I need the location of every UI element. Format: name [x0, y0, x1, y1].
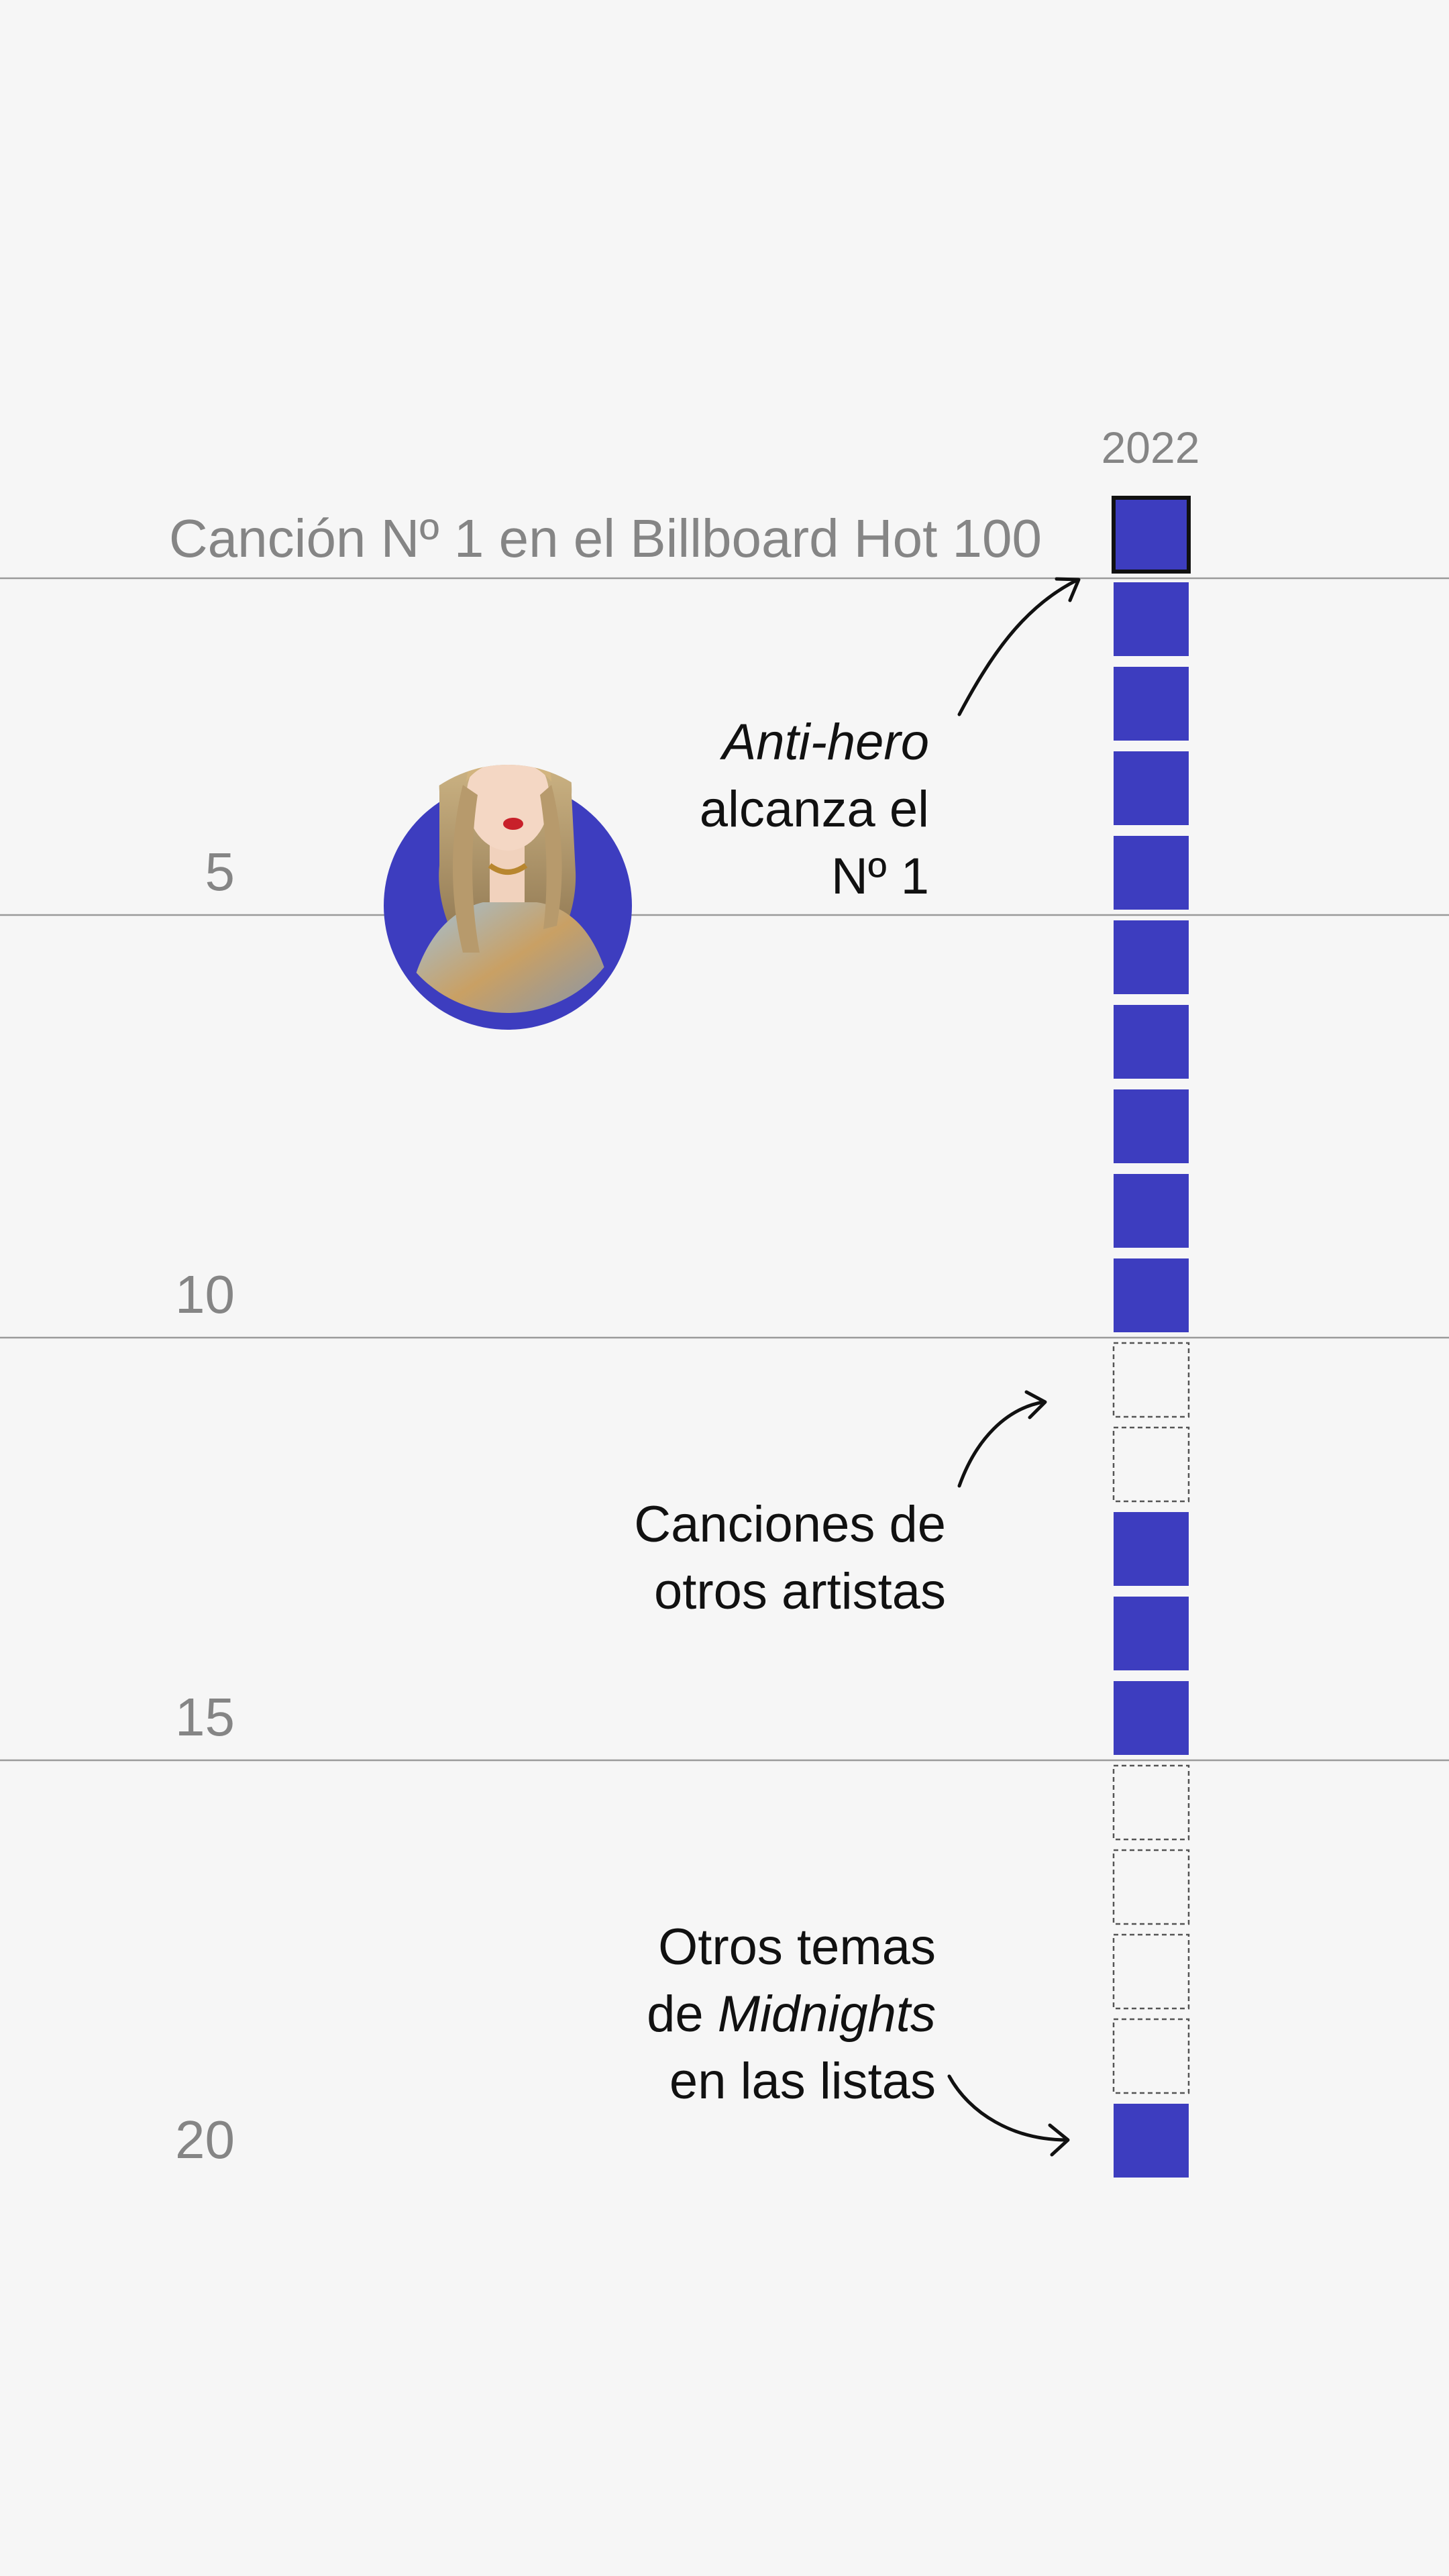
- rank-tick-10: 10: [175, 1265, 235, 1324]
- rank-cell-2: [1114, 582, 1189, 656]
- anti-hero-line3: Nº 1: [831, 848, 929, 905]
- rank-cell-10: [1114, 1258, 1189, 1332]
- svg-text:de Midnights: de Midnights: [647, 1986, 936, 2043]
- year-column-label: 2022: [1102, 423, 1200, 472]
- rank-tick-15: 15: [175, 1687, 235, 1747]
- gridlines: [0, 577, 1449, 1762]
- midnights-line3: en las listas: [669, 2053, 936, 2110]
- anti-hero-song-title: Anti-hero: [720, 714, 929, 771]
- annotation-anti-hero: Anti-hero alcanza el Nº 1: [700, 577, 1081, 905]
- rank-cell-13: [1114, 1512, 1189, 1586]
- rank-cell-20: [1114, 2104, 1189, 2178]
- rank-cell-8: [1114, 1089, 1189, 1163]
- rank-cell-7: [1114, 1005, 1189, 1079]
- rank-cell-1: [1114, 498, 1189, 572]
- anti-hero-line2: alcanza el: [700, 781, 929, 838]
- rank-cell-4: [1114, 751, 1189, 825]
- anti-hero-arrow: [957, 578, 1079, 716]
- rank-cell-6: [1114, 920, 1189, 994]
- midnights-album-title: Midnights: [718, 1986, 936, 2043]
- midnights-line1: Otros temas: [658, 1919, 936, 1976]
- rank-cell-3: [1114, 667, 1189, 741]
- other-artists-line1: Canciones de: [634, 1496, 946, 1553]
- rank-cell-12: [1112, 1426, 1190, 1503]
- annotation-other-artists: Canciones de otros artistas: [634, 1390, 1047, 1620]
- rank-axis: 5 10 15 20: [175, 842, 235, 2169]
- rank-cells: [1112, 496, 1191, 2178]
- other-artists-line2: otros artistas: [654, 1563, 946, 1620]
- rank-tick-20: 20: [175, 2110, 235, 2169]
- rank-cell-5: [1114, 836, 1189, 910]
- rank-cell-14: [1114, 1597, 1189, 1670]
- anti-hero-arrowhead: [1055, 577, 1081, 602]
- rank-cell-11: [1112, 1342, 1190, 1418]
- artist-portrait: [384, 765, 632, 1030]
- annotation-midnights: Otros temas de Midnights en las listas: [647, 1919, 1070, 2157]
- rank-tick-5: 5: [205, 842, 235, 902]
- rank-cell-9: [1114, 1174, 1189, 1248]
- rank-cell-18: [1112, 1933, 1190, 2010]
- midnights-line2-prefix: de: [647, 1986, 718, 2043]
- rank-cell-15: [1114, 1681, 1189, 1755]
- other-artists-arrow: [957, 1400, 1045, 1488]
- other-artists-arrowhead: [1024, 1390, 1047, 1419]
- rank-cell-17: [1112, 1849, 1190, 1925]
- rank-cell-16: [1112, 1764, 1190, 1841]
- midnights-arrowhead: [1048, 2123, 1070, 2157]
- rank-cell-highlight: [1112, 496, 1191, 574]
- midnights-arrow: [947, 2074, 1069, 2142]
- svg-text:Anti-hero: Anti-hero: [720, 714, 929, 771]
- rank-cell-19: [1112, 2018, 1190, 2094]
- chart-title: Canción Nº 1 en el Billboard Hot 100: [169, 508, 1042, 568]
